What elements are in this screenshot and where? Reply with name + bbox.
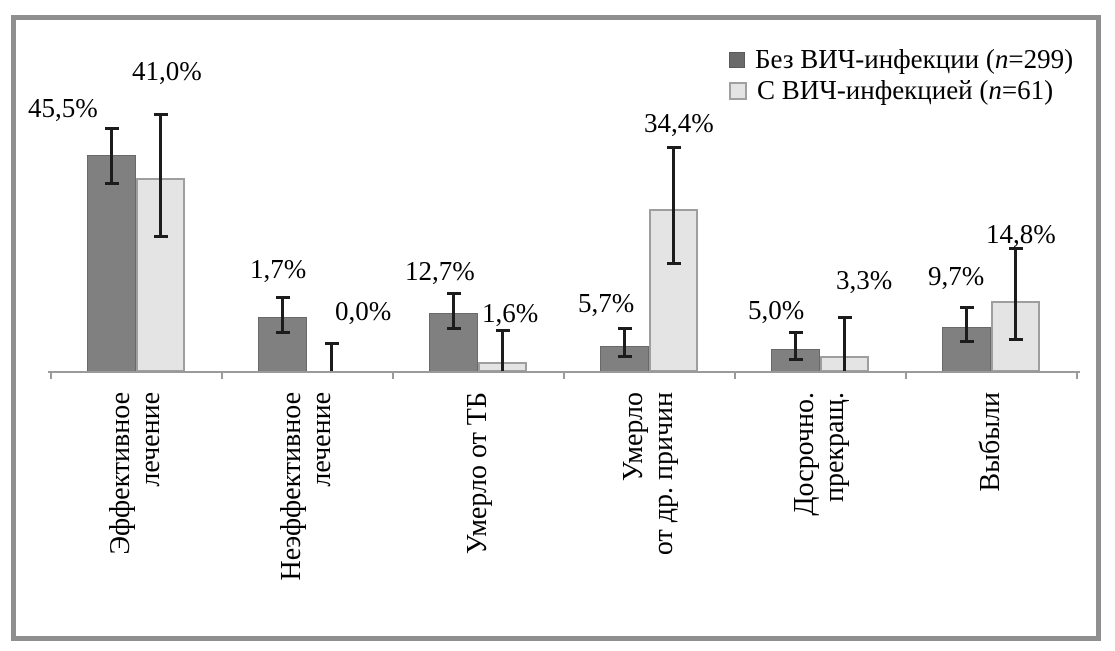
legend-label-hiv: С ВИЧ-инфекцией (n=61) [757, 75, 1053, 106]
x-axis-tick [905, 373, 907, 379]
category-label-died-tb: Умерло от ТБ [462, 392, 493, 555]
legend-label-no-hiv: Без ВИЧ-инфекции (n=299) [755, 44, 1073, 75]
legend-label-hiv-suffix: =61) [1001, 75, 1054, 105]
x-axis-tick [1076, 373, 1078, 379]
category-label-effective: Эффективное лечение [105, 392, 166, 555]
category-label-died-other: Умерло от др. причин [618, 392, 679, 556]
error-bar-died-tb-no-hiv [446, 292, 461, 330]
legend-label-no-hiv-suffix: =299) [1008, 44, 1074, 74]
category-label-dropout: Выбыли [975, 392, 1006, 492]
value-label-ineffective-hiv: 0,0% [335, 296, 392, 326]
x-axis-tick [392, 373, 394, 379]
legend: Без ВИЧ-инфекции (n=299) С ВИЧ-инфекцией… [729, 44, 1073, 106]
error-bar-died-other-no-hiv [617, 327, 632, 358]
bar-dropout-no-hiv [942, 327, 991, 372]
category-label-early-stop: Досрочно. прекращ. [789, 392, 850, 516]
error-bar-ineffective-hiv [324, 342, 339, 372]
error-bar-dropout-no-hiv [959, 306, 974, 343]
legend-label-hiv-prefix: С ВИЧ-инфекцией ( [757, 75, 989, 105]
value-label-ineffective-no-hiv: 1,7% [250, 254, 307, 284]
legend-item-no-hiv: Без ВИЧ-инфекции (n=299) [729, 44, 1073, 75]
value-label-early-stop-hiv: 3,3% [836, 265, 893, 295]
value-label-effective-no-hiv: 45,5% [28, 93, 98, 123]
category-label-ineffective: Неэффективное лечение [276, 392, 337, 581]
legend-item-hiv: С ВИЧ-инфекцией (n=61) [729, 75, 1073, 106]
legend-swatch-no-hiv [729, 51, 745, 68]
value-label-effective-hiv: 41,0% [132, 56, 202, 86]
value-label-died-tb-hiv: 1,6% [482, 298, 539, 328]
error-bar-died-other-hiv [666, 146, 681, 265]
legend-label-no-hiv-n: n [994, 44, 1009, 74]
legend-label-no-hiv-prefix: Без ВИЧ-инфекции ( [755, 44, 995, 74]
error-bar-dropout-hiv [1008, 247, 1023, 341]
error-bar-early-stop-no-hiv [788, 331, 803, 361]
value-label-died-other-hiv: 34,4% [644, 108, 714, 138]
bar-died-other-no-hiv [600, 346, 649, 372]
error-bar-died-tb-hiv [495, 329, 510, 372]
legend-label-hiv-n: n [988, 75, 1002, 105]
x-axis-tick [563, 373, 565, 379]
bar-effective-no-hiv [87, 155, 136, 372]
value-label-dropout-hiv: 14,8% [986, 219, 1056, 249]
value-label-dropout-no-hiv: 9,7% [928, 261, 985, 291]
error-bar-effective-hiv [153, 113, 168, 238]
x-axis-line [48, 371, 1080, 373]
x-axis-tick [50, 373, 52, 379]
value-label-early-stop-no-hiv: 5,0% [748, 295, 805, 325]
error-bar-ineffective-no-hiv [275, 296, 290, 334]
x-axis-tick [734, 373, 736, 379]
legend-swatch-hiv [729, 81, 747, 100]
value-label-died-tb-no-hiv: 12,7% [405, 256, 475, 286]
error-bar-early-stop-hiv [837, 316, 852, 371]
chart-border-frame [11, 15, 1101, 641]
error-bar-effective-no-hiv [104, 127, 119, 185]
x-axis-tick [221, 373, 223, 379]
value-label-died-other-no-hiv: 5,7% [578, 288, 635, 318]
